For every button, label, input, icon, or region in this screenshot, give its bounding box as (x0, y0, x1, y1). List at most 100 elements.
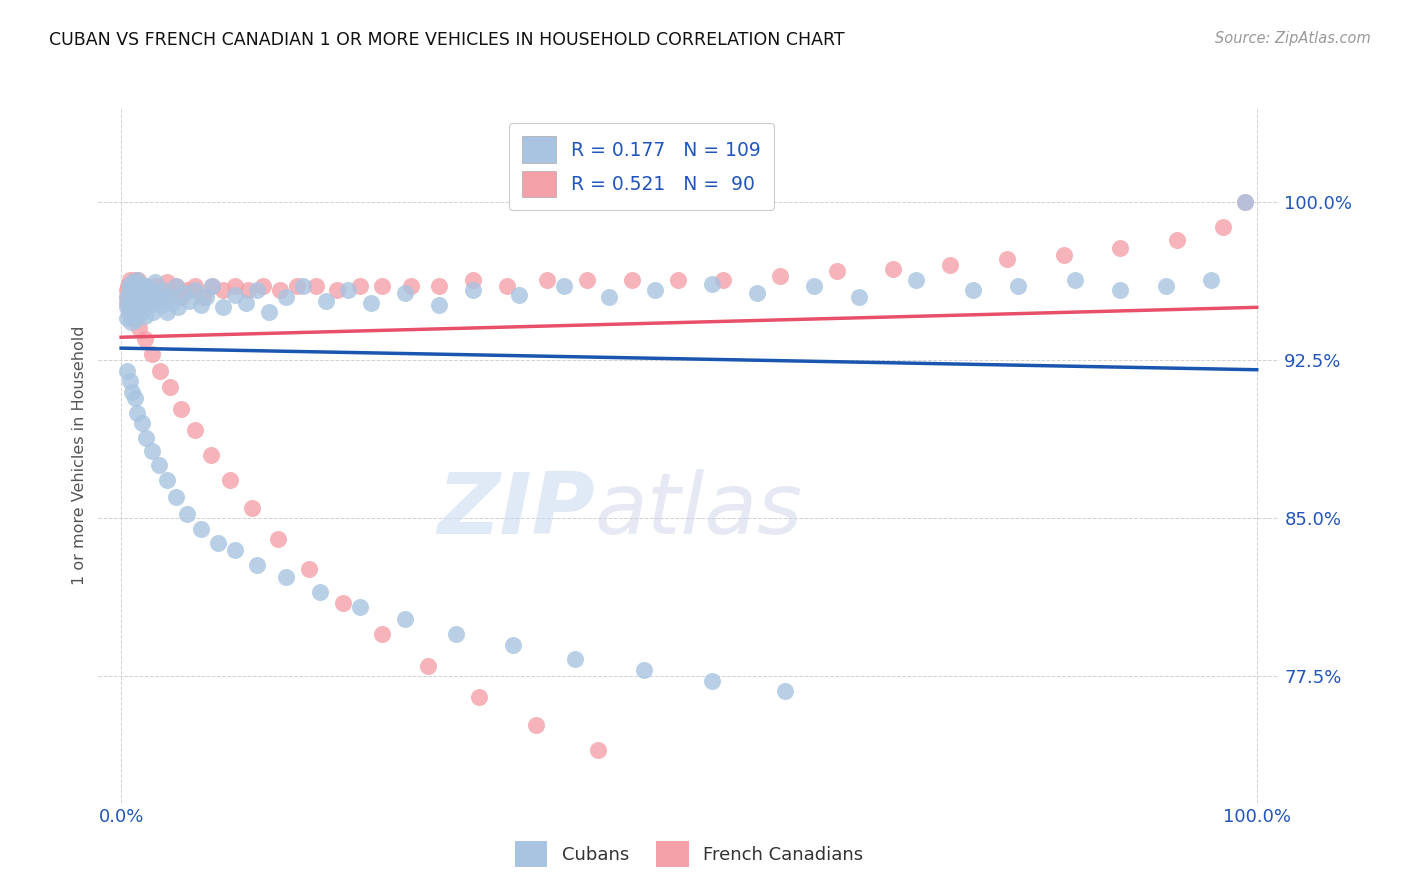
Point (1166, 233, 1188, 247)
Y-axis label: 1 or more Vehicles in Household: 1 or more Vehicles in Household (72, 326, 87, 584)
Point (1109, 241, 1132, 255)
Text: ZIP: ZIP (437, 469, 595, 552)
Point (121, 275, 143, 289)
Point (127, 273, 149, 287)
Point (124, 313, 146, 327)
Point (224, 279, 246, 293)
Point (246, 284, 269, 298)
Point (803, 279, 825, 293)
Point (468, 690, 491, 705)
Point (124, 310, 146, 325)
Point (139, 284, 162, 298)
Point (148, 458, 170, 473)
Point (148, 285, 170, 300)
Point (160, 287, 183, 301)
Text: Source: ZipAtlas.com: Source: ZipAtlas.com (1215, 31, 1371, 46)
Point (125, 290, 148, 304)
Point (132, 296, 155, 310)
Point (128, 284, 150, 298)
Point (125, 301, 148, 315)
Point (564, 652, 586, 666)
Point (115, 301, 138, 315)
Point (463, 284, 485, 298)
Point (115, 284, 138, 298)
Point (184, 284, 207, 298)
Point (274, 290, 297, 304)
Point (124, 279, 146, 293)
Point (124, 391, 146, 405)
Point (141, 285, 163, 300)
Point (524, 718, 547, 732)
Point (939, 258, 962, 272)
Point (124, 293, 146, 308)
Point (120, 287, 142, 301)
Point (135, 431, 157, 445)
Point (125, 309, 148, 323)
Point (134, 332, 156, 346)
Point (463, 273, 485, 287)
Point (125, 301, 148, 315)
Point (444, 627, 467, 641)
Point (337, 284, 360, 298)
Point (122, 298, 145, 312)
Point (1234, 194, 1257, 209)
Point (117, 279, 139, 293)
Point (141, 443, 163, 458)
Point (240, 500, 263, 515)
Point (135, 279, 157, 293)
Point (127, 296, 149, 310)
Point (131, 279, 153, 293)
Point (128, 290, 150, 304)
Point (136, 293, 159, 308)
Legend: Cubans, French Canadians: Cubans, French Canadians (508, 834, 870, 874)
Point (274, 570, 297, 584)
Point (134, 309, 156, 323)
Point (138, 290, 160, 304)
Point (135, 279, 157, 293)
Point (138, 284, 160, 298)
Point (496, 279, 519, 293)
Point (745, 285, 768, 300)
Point (122, 304, 145, 318)
Point (128, 321, 150, 335)
Point (132, 298, 155, 312)
Point (142, 290, 165, 304)
Point (142, 304, 165, 318)
Point (882, 262, 904, 277)
Point (349, 599, 371, 614)
Point (285, 279, 308, 293)
Point (157, 290, 180, 304)
Point (190, 522, 212, 536)
Point (700, 277, 723, 292)
Point (134, 290, 156, 304)
Point (536, 273, 558, 287)
Point (129, 290, 152, 304)
Point (775, 684, 797, 698)
Point (125, 273, 148, 287)
Point (121, 296, 143, 310)
Point (297, 562, 319, 576)
Point (252, 279, 274, 293)
Point (165, 279, 187, 293)
Point (120, 273, 142, 287)
Point (176, 507, 198, 521)
Point (326, 284, 349, 298)
Point (200, 448, 222, 462)
Point (700, 673, 723, 688)
Point (586, 743, 609, 757)
Point (1053, 247, 1076, 261)
Point (848, 290, 870, 304)
Point (125, 284, 148, 298)
Point (125, 285, 148, 300)
Point (155, 275, 177, 289)
Point (124, 273, 146, 287)
Point (120, 293, 142, 308)
Point (127, 301, 149, 315)
Point (170, 290, 193, 304)
Point (155, 473, 177, 487)
Point (128, 302, 150, 317)
Point (148, 290, 170, 304)
Point (394, 285, 416, 300)
Point (138, 293, 160, 308)
Point (149, 363, 172, 377)
